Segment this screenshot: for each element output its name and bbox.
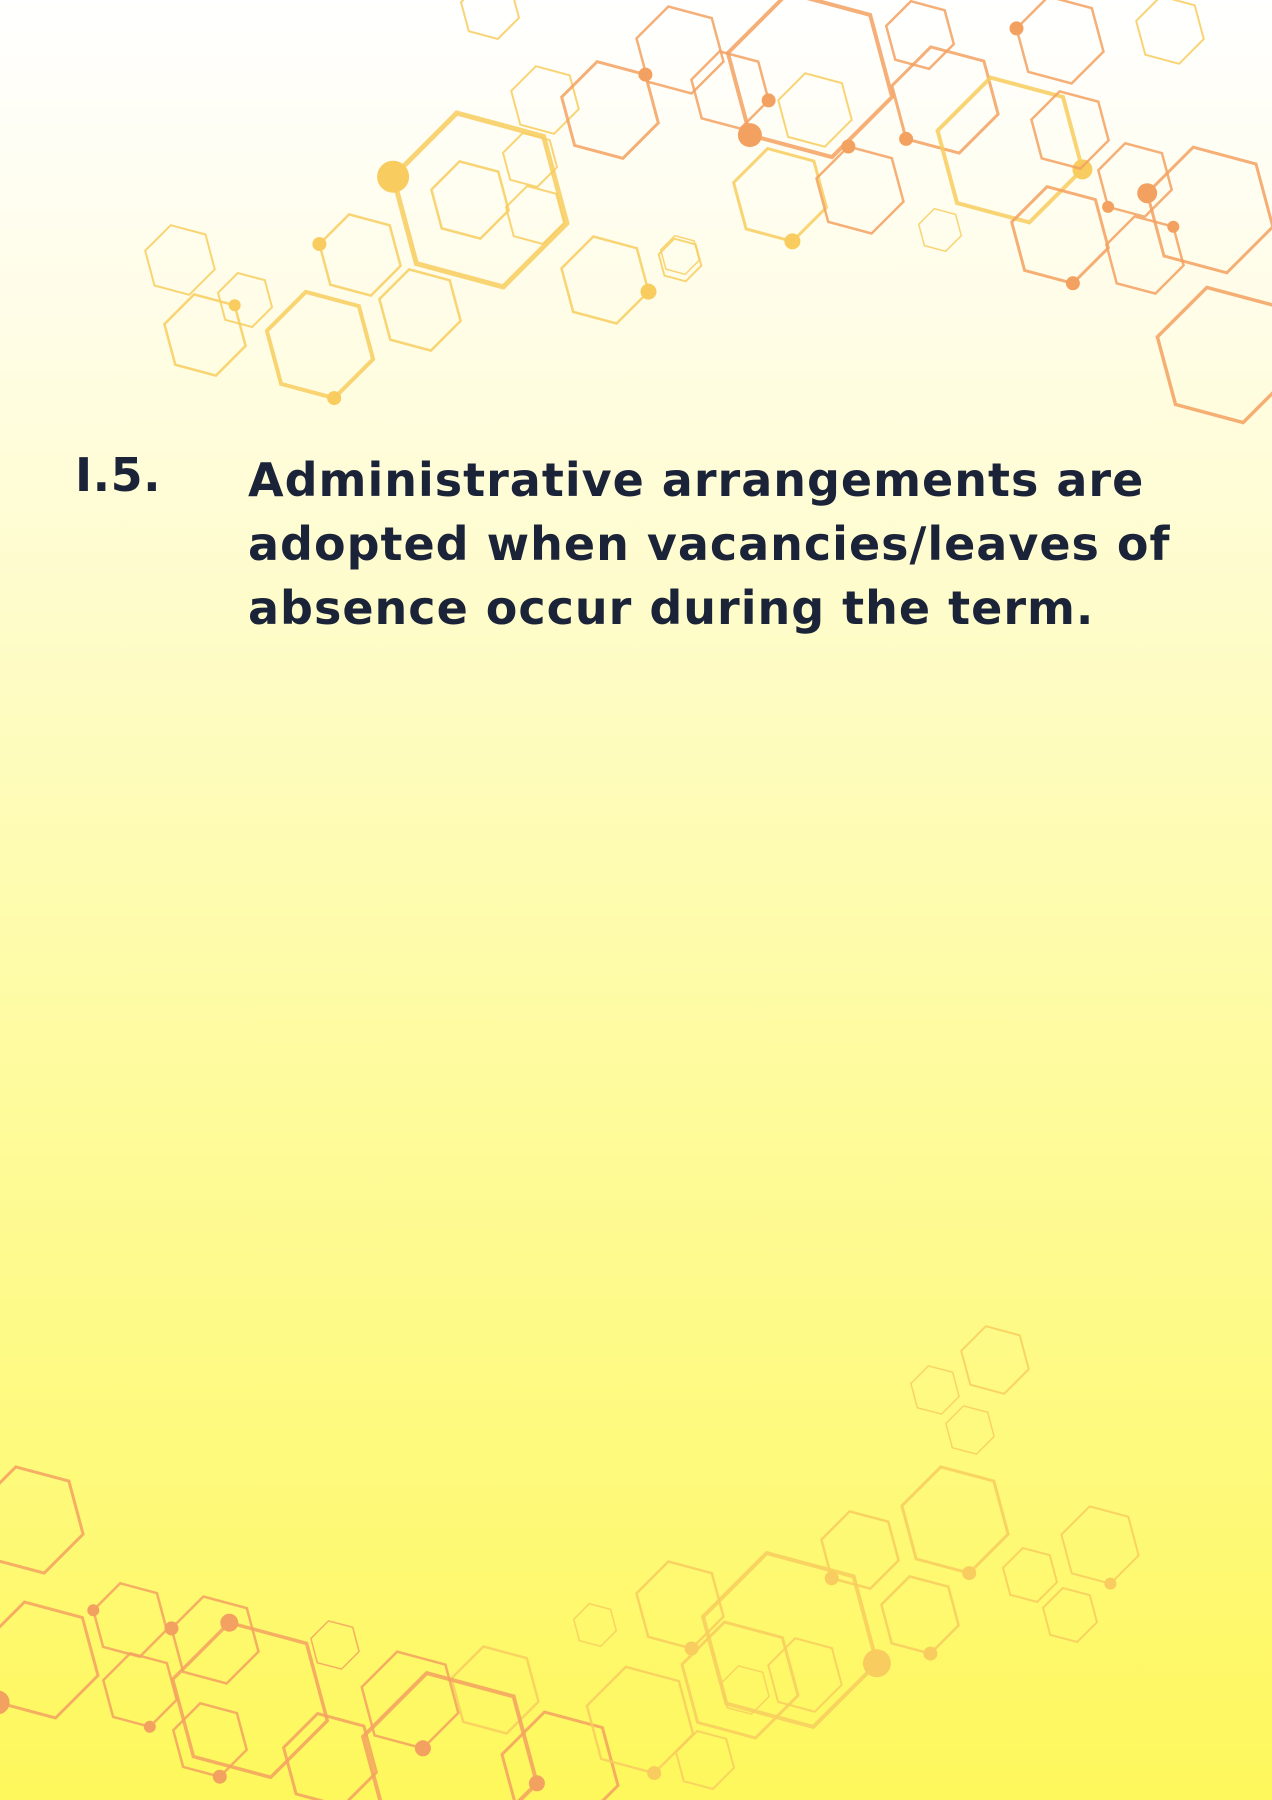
hexagon-shape [1030, 90, 1110, 170]
hexagon-node-dot [824, 1571, 839, 1586]
hexagon-node-dot [761, 93, 776, 108]
hexagon-node-dot [1102, 200, 1115, 213]
hexagon-node-dot [640, 283, 657, 300]
hexagon-node-dot [228, 299, 241, 312]
hexagon-shape [890, 45, 1000, 155]
hexagon-shape [1060, 1505, 1140, 1585]
hexagon-node-dot [1009, 21, 1024, 36]
hexagon-shape [884, 0, 956, 71]
hexagon-node-dot [377, 160, 410, 193]
hexagon-shape [318, 213, 402, 297]
hexagon-shape [91, 1581, 169, 1659]
hexagon-shape [0, 1600, 100, 1720]
hexagon-shape [1096, 141, 1174, 219]
hexagon-shape [170, 1595, 260, 1685]
hexagon-shape [720, 1665, 770, 1715]
hexagon-shape [731, 146, 829, 244]
hexagon-node-dot [841, 139, 856, 154]
hexagon-node-dot [962, 1566, 977, 1581]
hexagon-node-dot [784, 233, 801, 250]
hexagon-shape [101, 1651, 179, 1729]
hexagon-shape [170, 1620, 330, 1780]
hexagon-shape [459, 0, 521, 41]
hexagon-node-dot [1104, 1577, 1117, 1590]
hexagon-shape [1041, 1586, 1099, 1644]
hexagon-shape [960, 1325, 1030, 1395]
hexagon-shape [360, 1650, 460, 1750]
hexagon-shape [659, 234, 701, 276]
hexagon-node-dot [1167, 220, 1180, 233]
hexagon-node-dot [220, 1613, 239, 1632]
hexagon-shape [900, 1465, 1010, 1575]
hexagon-shape [815, 145, 905, 235]
hexagon-node-dot [862, 1649, 891, 1678]
hexagon-shape [430, 160, 510, 240]
hexagon-shape [390, 110, 570, 290]
hexagon-shape [572, 1602, 618, 1648]
hexagon-node-dot [212, 1769, 227, 1784]
hexagon-shape [216, 271, 274, 329]
hexagon-shape [725, 0, 895, 160]
hexagon-shape [1015, 0, 1105, 85]
hexagon-shape [945, 1405, 995, 1455]
hexagon-shape [635, 5, 725, 95]
hexagon-shape [820, 1510, 900, 1590]
hexagon-shape [935, 75, 1085, 225]
hexagon-shape [144, 224, 216, 296]
hexagon-shape [674, 1729, 736, 1791]
hexagon-shape [281, 1711, 379, 1800]
hexagon-shape [700, 1550, 880, 1730]
hexagon-node-dot [1137, 183, 1158, 204]
hexagon-cluster-bottom [0, 1325, 1140, 1800]
hexagon-shape [680, 1620, 800, 1740]
hexagon-shape [767, 1637, 843, 1713]
hexagon-shape [360, 1670, 540, 1800]
hexagon-shape [501, 131, 559, 189]
hexagon-shape [510, 65, 580, 135]
hexagon-shape [500, 1710, 620, 1800]
hexagon-node-dot [312, 237, 327, 252]
hexagon-shape [1135, 0, 1205, 65]
hexagon-node-dot [528, 1775, 545, 1792]
hexagon-shape [560, 235, 650, 325]
hexagon-shape [777, 72, 853, 148]
hexagon-shape [264, 289, 376, 401]
hexagon-node-dot [414, 1740, 431, 1757]
hexagon-shape [1001, 1546, 1059, 1604]
hexagon-shape [504, 184, 566, 246]
hexagon-shape [880, 1575, 960, 1655]
hexagon-shape [310, 1620, 360, 1670]
hexagon-node-dot [87, 1604, 100, 1617]
hexagon-shape [171, 1701, 249, 1779]
hexagon-node-dot [923, 1646, 938, 1661]
hexagon-node-dot [327, 391, 342, 406]
hexagon-cluster-top [144, 0, 1272, 425]
hexagon-node-dot [647, 1766, 662, 1781]
hexagon-shape [1155, 285, 1272, 425]
hexagon-node-dot [899, 131, 914, 146]
hexagon-shape [910, 1365, 960, 1415]
hexagon-node-dot [1072, 159, 1093, 180]
hexagon-node-dot [0, 1690, 10, 1715]
hexagon-node-dot [164, 1621, 179, 1636]
hexagon-shape [378, 268, 462, 352]
hexagon-shape [917, 207, 963, 253]
hexagon-shape [0, 1465, 85, 1575]
hexagon-node-dot [1065, 276, 1080, 291]
hexagon-node-dot [143, 1720, 156, 1733]
hexagon-shape [1010, 185, 1110, 285]
hexagon-node-dot [737, 123, 762, 148]
